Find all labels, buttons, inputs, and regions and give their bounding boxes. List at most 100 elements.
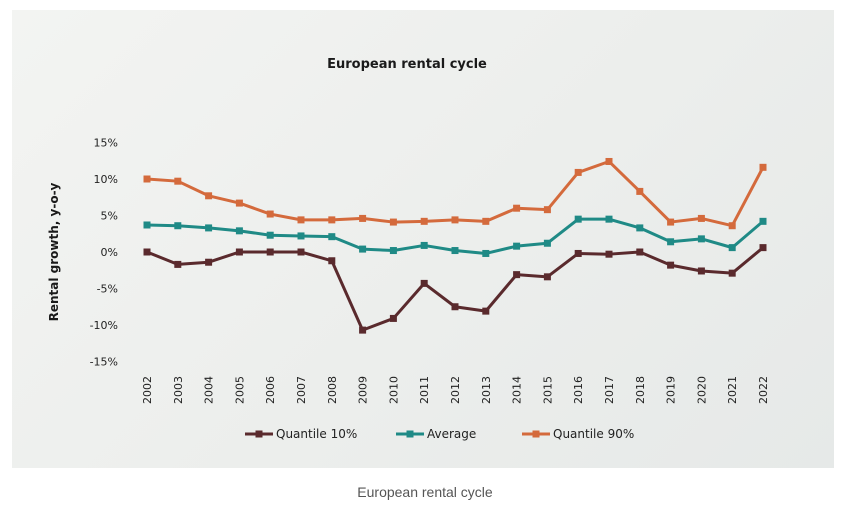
y-tick-label: -5% (97, 283, 118, 296)
data-point (667, 238, 675, 246)
data-point (513, 242, 521, 250)
legend-item: Quantile 10% (245, 427, 357, 441)
legend-marker (532, 430, 540, 438)
data-point (389, 314, 397, 322)
x-axis-ticks: 2002 2003 2004 2005 2006 2007 2008 2009 2010 2011… (141, 376, 770, 404)
data-point (543, 273, 551, 281)
data-point (605, 215, 613, 223)
data-point (205, 224, 213, 232)
data-point (451, 247, 459, 255)
x-tick-label: 2016 (572, 376, 585, 404)
legend-item: Average (396, 427, 476, 441)
data-point (636, 224, 644, 232)
data-point (759, 217, 767, 225)
data-point (420, 217, 428, 225)
x-tick-label: 2008 (326, 376, 339, 404)
legend-label: Quantile 10% (276, 427, 357, 441)
x-tick-label: 2021 (726, 376, 739, 404)
series-layer (143, 157, 767, 334)
data-point (266, 248, 274, 256)
series-group (143, 215, 767, 257)
data-point (482, 307, 490, 315)
data-point (359, 245, 367, 253)
data-point (759, 244, 767, 252)
data-point (420, 241, 428, 249)
data-point (543, 206, 551, 214)
y-axis-ticks: 15% 10% 5% 0% -5% -10% -15% (90, 137, 118, 369)
data-point (420, 279, 428, 287)
x-tick-label: 2015 (541, 376, 554, 404)
data-point (235, 248, 243, 256)
y-tick-label: 10% (94, 173, 118, 186)
x-tick-label: 2018 (634, 376, 647, 404)
data-point (513, 271, 521, 279)
data-point (328, 257, 336, 265)
x-tick-label: 2022 (757, 376, 770, 404)
chart-title: European rental cycle (327, 57, 487, 72)
data-point (297, 232, 305, 240)
data-point (328, 216, 336, 224)
data-point (143, 221, 151, 229)
data-point (728, 222, 736, 230)
x-tick-label: 2007 (295, 376, 308, 404)
x-tick-label: 2002 (141, 376, 154, 404)
data-point (482, 249, 490, 257)
x-tick-label: 2004 (203, 376, 216, 404)
x-tick-label: 2010 (387, 376, 400, 404)
data-point (389, 247, 397, 255)
data-point (667, 261, 675, 269)
series-group (143, 244, 767, 334)
data-point (728, 269, 736, 277)
x-tick-label: 2009 (357, 376, 370, 404)
data-point (451, 303, 459, 311)
data-point (389, 218, 397, 226)
x-tick-label: 2011 (418, 376, 431, 404)
x-tick-label: 2005 (233, 376, 246, 404)
data-point (174, 222, 182, 230)
data-point (697, 235, 705, 243)
data-point (574, 168, 582, 176)
x-tick-label: 2012 (449, 376, 462, 404)
legend-label: Average (427, 427, 476, 441)
y-tick-label: -10% (90, 319, 118, 332)
y-tick-label: 0% (101, 246, 118, 259)
data-point (451, 216, 459, 224)
data-point (266, 210, 274, 218)
series-group (143, 157, 767, 230)
data-point (266, 231, 274, 239)
data-point (636, 187, 644, 195)
series-line (145, 246, 765, 332)
data-point (174, 177, 182, 185)
data-point (605, 250, 613, 258)
y-tick-label: 15% (94, 137, 118, 150)
data-point (359, 326, 367, 334)
y-tick-label: -15% (90, 356, 118, 369)
data-point (697, 267, 705, 275)
data-point (574, 215, 582, 223)
data-point (482, 217, 490, 225)
data-point (543, 239, 551, 247)
data-point (359, 214, 367, 222)
data-point (636, 248, 644, 256)
legend: Quantile 10% Average Quantile 90% (245, 427, 634, 441)
data-point (143, 248, 151, 256)
legend-item: Quantile 90% (522, 427, 634, 441)
x-tick-label: 2013 (480, 376, 493, 404)
data-point (205, 258, 213, 266)
data-point (667, 218, 675, 226)
data-point (297, 248, 305, 256)
x-tick-label: 2006 (264, 376, 277, 404)
x-tick-label: 2003 (172, 376, 185, 404)
legend-marker (255, 430, 263, 438)
data-point (235, 227, 243, 235)
data-point (513, 204, 521, 212)
y-tick-label: 5% (101, 210, 118, 223)
x-tick-label: 2020 (695, 376, 708, 404)
data-point (143, 175, 151, 183)
data-point (574, 249, 582, 257)
legend-marker (406, 430, 414, 438)
x-tick-label: 2017 (603, 376, 616, 404)
data-point (728, 244, 736, 252)
y-axis-label: Rental growth, y-o-y (47, 182, 61, 321)
x-tick-label: 2019 (665, 376, 678, 404)
